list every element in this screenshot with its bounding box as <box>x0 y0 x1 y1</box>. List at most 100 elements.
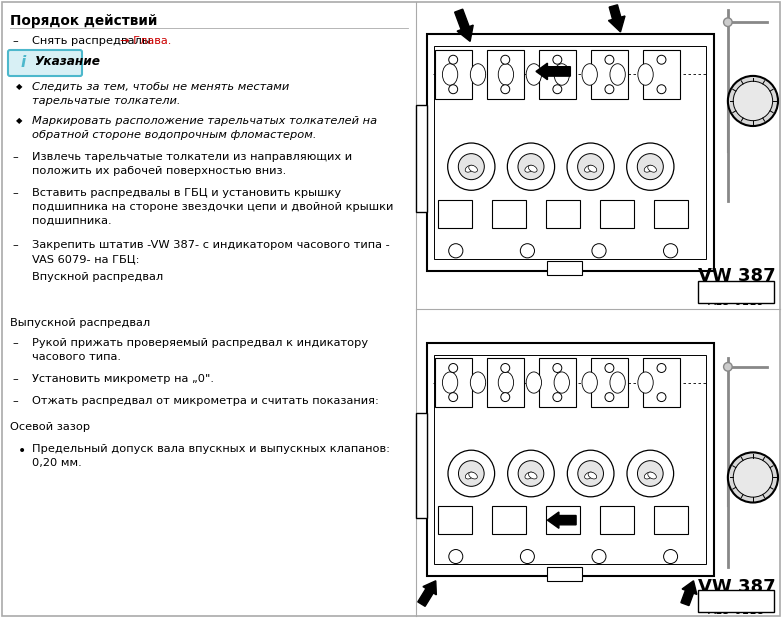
Text: Маркировать расположение тарельчатых толкателей на: Маркировать расположение тарельчатых тол… <box>32 116 377 126</box>
Ellipse shape <box>468 165 478 172</box>
Text: подшипника на стороне звездочки цепи и двойной крышки: подшипника на стороне звездочки цепи и д… <box>32 202 393 212</box>
Text: Порядок действий: Порядок действий <box>10 14 157 28</box>
Text: Указание: Указание <box>34 55 100 68</box>
Text: VW 387: VW 387 <box>698 267 776 285</box>
Bar <box>546 506 580 534</box>
Circle shape <box>734 82 773 121</box>
Circle shape <box>448 450 495 497</box>
Circle shape <box>723 363 732 371</box>
Bar <box>539 358 576 407</box>
FancyArrow shape <box>454 9 473 41</box>
Bar <box>546 200 580 228</box>
Text: i: i <box>21 55 27 70</box>
Bar <box>600 200 634 228</box>
Text: ◆: ◆ <box>16 116 23 125</box>
Ellipse shape <box>526 64 541 85</box>
Circle shape <box>447 143 495 190</box>
Circle shape <box>592 549 606 564</box>
Bar <box>434 355 706 564</box>
Bar <box>492 506 526 534</box>
Ellipse shape <box>526 372 541 393</box>
Ellipse shape <box>529 165 537 172</box>
Circle shape <box>728 76 778 126</box>
Circle shape <box>520 549 534 564</box>
Bar <box>547 261 582 276</box>
Circle shape <box>637 154 663 180</box>
Bar <box>698 590 774 612</box>
Ellipse shape <box>582 372 597 393</box>
Text: Выпускной распредвал: Выпускной распредвал <box>10 318 150 328</box>
Bar <box>435 50 472 99</box>
Ellipse shape <box>498 372 514 393</box>
Bar <box>434 46 706 259</box>
Ellipse shape <box>585 472 594 479</box>
Ellipse shape <box>498 64 514 85</box>
Circle shape <box>449 85 457 94</box>
Circle shape <box>553 85 561 94</box>
FancyArrow shape <box>608 5 625 32</box>
Circle shape <box>518 460 543 486</box>
Text: Отжать распредвал от микрометра и считать показания:: Отжать распредвал от микрометра и считат… <box>32 396 378 406</box>
Ellipse shape <box>588 472 597 479</box>
Text: •: • <box>18 444 27 458</box>
Text: Впускной распредвал: Впускной распредвал <box>32 272 163 282</box>
Circle shape <box>518 154 544 180</box>
Ellipse shape <box>554 372 569 393</box>
Bar <box>590 358 628 407</box>
Ellipse shape <box>554 64 569 85</box>
Circle shape <box>458 460 484 486</box>
Bar <box>416 413 427 518</box>
Text: тарельчатые толкатели.: тарельчатые толкатели. <box>32 96 181 106</box>
Ellipse shape <box>529 472 537 479</box>
Circle shape <box>734 458 773 497</box>
Bar <box>643 358 680 407</box>
FancyArrow shape <box>547 512 576 528</box>
Bar <box>600 506 634 534</box>
Ellipse shape <box>465 472 474 479</box>
Text: A15-0118: A15-0118 <box>708 604 765 617</box>
Circle shape <box>553 392 561 402</box>
Circle shape <box>508 143 554 190</box>
Circle shape <box>626 143 674 190</box>
Bar <box>427 35 713 271</box>
Circle shape <box>664 549 677 564</box>
Circle shape <box>578 154 604 180</box>
Circle shape <box>723 18 732 27</box>
FancyArrow shape <box>681 581 697 606</box>
Circle shape <box>458 154 484 180</box>
Bar <box>590 50 628 99</box>
Text: Вставить распредвалы в ГБЦ и установить крышку: Вставить распредвалы в ГБЦ и установить … <box>32 188 341 198</box>
Circle shape <box>728 452 778 502</box>
Ellipse shape <box>584 165 594 172</box>
Ellipse shape <box>638 64 653 85</box>
Text: Закрепить штатив -VW 387- с индикатором часового типа -: Закрепить штатив -VW 387- с индикатором … <box>32 240 389 250</box>
Circle shape <box>663 243 678 258</box>
Circle shape <box>449 392 457 402</box>
Ellipse shape <box>470 64 486 85</box>
Circle shape <box>657 392 666 402</box>
Text: Извлечь тарельчатые толкатели из направляющих и: Извлечь тарельчатые толкатели из направл… <box>32 152 352 162</box>
Ellipse shape <box>647 165 656 172</box>
Ellipse shape <box>468 472 477 479</box>
Text: → Глава.: → Глава. <box>120 36 171 46</box>
FancyArrow shape <box>536 63 570 80</box>
Circle shape <box>553 55 561 64</box>
Bar <box>643 50 680 99</box>
Circle shape <box>449 55 457 64</box>
Bar <box>654 506 688 534</box>
Circle shape <box>605 55 614 64</box>
Circle shape <box>500 363 510 373</box>
Ellipse shape <box>525 165 533 172</box>
FancyArrow shape <box>418 581 436 606</box>
Circle shape <box>449 243 463 258</box>
Ellipse shape <box>465 165 474 172</box>
Bar <box>486 50 524 99</box>
Circle shape <box>567 143 615 190</box>
Bar <box>438 506 472 534</box>
Text: Снять распредвалы: Снять распредвалы <box>32 36 155 46</box>
Circle shape <box>637 460 663 486</box>
Circle shape <box>605 85 614 94</box>
Circle shape <box>605 363 614 373</box>
Text: –: – <box>12 338 18 348</box>
Circle shape <box>508 450 554 497</box>
